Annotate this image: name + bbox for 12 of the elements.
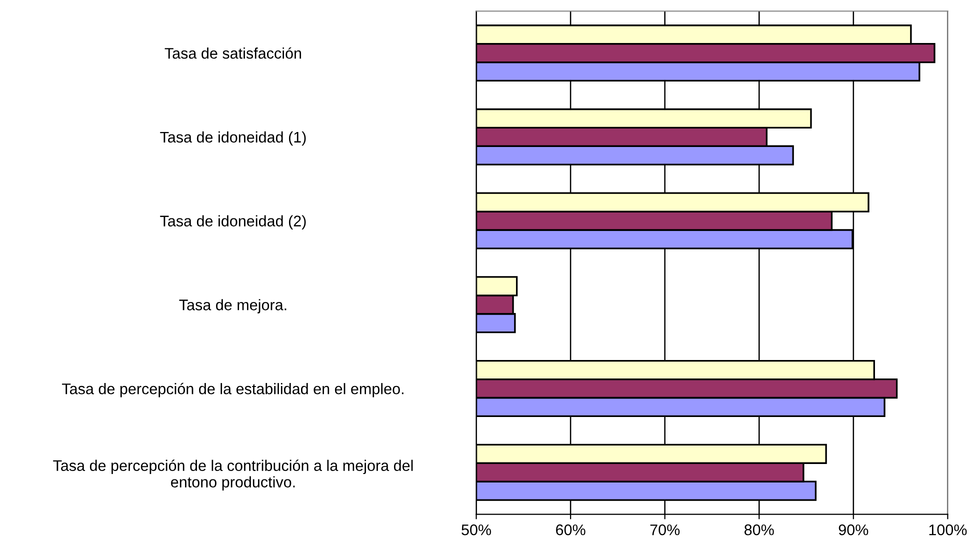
y-tick-label: Tasa de satisfacción [164, 47, 302, 59]
x-tick-label: 100% [929, 524, 967, 536]
x-tick-label: 60% [556, 524, 586, 536]
y-tick-label: Tasa de idoneidad (1) [160, 131, 306, 146]
x-tick-label: 70% [650, 524, 680, 536]
x-tick-label: 90% [838, 524, 868, 536]
x-tick-label: 50% [462, 524, 492, 536]
y-tick-label: Tasa de percepción de la contribución a la mejora del entono productivo. [53, 460, 413, 490]
x-tick-label: 80% [744, 524, 774, 536]
y-tick-label: Tasa de percepción de la estabilidad en el empleo. [62, 382, 404, 398]
y-tick-label: Tasa de mejora. [179, 299, 286, 314]
y-tick-label: Tasa de idoneidad (2) [160, 215, 306, 230]
